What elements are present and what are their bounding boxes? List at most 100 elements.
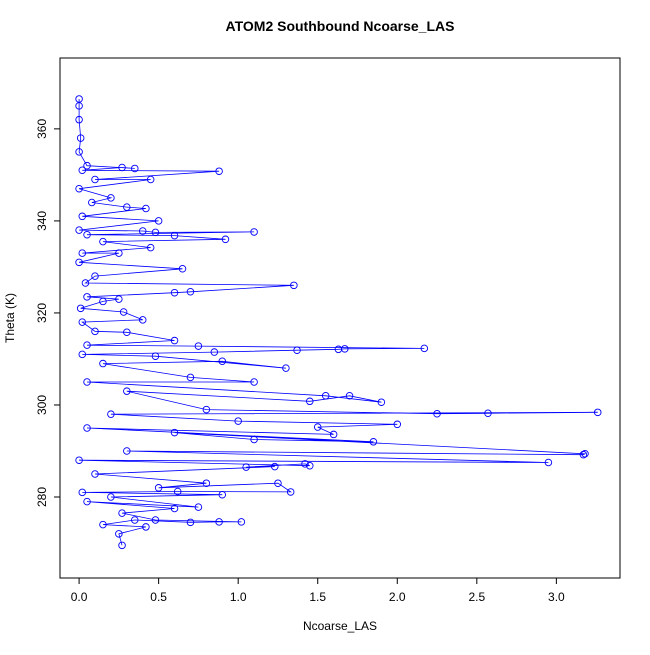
data-point	[393, 420, 402, 429]
data-point	[484, 409, 492, 418]
data-point	[99, 237, 107, 246]
data-point	[377, 398, 386, 406]
data-point	[118, 163, 126, 172]
data-point	[170, 336, 179, 345]
data-point	[218, 357, 227, 366]
data-point	[334, 345, 343, 354]
data-point	[250, 435, 258, 444]
data-point	[142, 204, 150, 213]
data-point	[186, 518, 195, 527]
data-point	[83, 230, 91, 239]
data-point	[581, 450, 589, 458]
data-point	[107, 493, 115, 501]
data-point	[282, 364, 290, 372]
data-point	[306, 397, 314, 406]
data-point	[91, 327, 99, 336]
data-point	[75, 148, 83, 156]
data-point	[78, 249, 87, 257]
data-point	[123, 328, 131, 337]
data-point	[115, 295, 123, 303]
data-point	[123, 203, 131, 211]
data-point	[146, 243, 155, 252]
data-point	[218, 490, 227, 499]
data-point	[170, 428, 179, 437]
data-point	[75, 456, 83, 464]
y-tick-label: 360	[35, 119, 49, 139]
data-point	[202, 479, 211, 487]
data-point	[202, 405, 211, 414]
data-point	[107, 410, 115, 418]
data-point	[234, 417, 242, 425]
data-point	[138, 316, 147, 324]
x-tick-label: 0.5	[150, 590, 167, 604]
data-point	[75, 102, 83, 110]
data-point	[131, 164, 139, 173]
x-tick-label: 0.0	[71, 590, 88, 604]
data-point	[83, 293, 91, 301]
data-point	[237, 518, 246, 526]
data-point	[151, 352, 160, 360]
x-tick-label: 3.0	[548, 590, 565, 604]
data-point	[123, 387, 131, 395]
data-point	[293, 346, 301, 354]
data-point	[99, 359, 107, 368]
data-point	[151, 228, 160, 237]
data-point	[215, 167, 223, 175]
data-point	[138, 227, 147, 235]
data-point	[210, 348, 219, 356]
y-tick-label: 300	[35, 395, 49, 415]
data-point	[131, 516, 139, 524]
data-point	[75, 115, 83, 124]
data-point	[250, 228, 258, 236]
data-point	[170, 504, 179, 513]
data-point	[78, 488, 87, 497]
data-point	[170, 288, 179, 297]
data-point	[274, 479, 282, 487]
data-point	[178, 265, 187, 273]
data-point	[83, 161, 91, 170]
x-tick-label: 2.0	[389, 590, 406, 604]
data-point	[88, 198, 96, 207]
data-point	[78, 166, 87, 175]
y-tick-label: 340	[35, 211, 49, 231]
data-point	[242, 463, 250, 471]
data-point	[194, 503, 203, 511]
data-point	[329, 430, 338, 439]
data-point	[75, 226, 83, 234]
data-point	[151, 516, 160, 524]
data-point	[115, 249, 123, 257]
data-point	[75, 184, 83, 193]
data-point	[78, 350, 87, 359]
data-point	[91, 470, 99, 478]
data-point	[99, 297, 107, 306]
data-point	[123, 447, 131, 455]
data-point	[544, 458, 553, 467]
data-point	[170, 231, 179, 240]
data-point	[119, 308, 128, 316]
data-point	[118, 541, 126, 550]
data-point	[107, 194, 115, 202]
data-line	[78, 99, 598, 546]
data-point	[306, 461, 314, 470]
data-point	[593, 408, 602, 417]
y-tick-label: 280	[35, 487, 49, 507]
data-point	[433, 409, 441, 418]
y-axis-label: Theta (K)	[3, 293, 17, 343]
data-point	[215, 518, 223, 526]
x-tick-label: 2.5	[468, 590, 485, 604]
chart-title: ATOM2 Southbound Ncoarse_LAS	[226, 18, 455, 34]
data-point	[83, 424, 91, 432]
data-point	[186, 373, 195, 382]
data-point	[154, 217, 163, 225]
data-point	[78, 212, 87, 221]
data-point	[313, 423, 322, 431]
data-point	[91, 175, 99, 184]
data-point	[173, 487, 182, 496]
data-point	[321, 392, 330, 400]
data-point	[186, 288, 195, 296]
data-point	[286, 488, 295, 496]
data-point	[194, 342, 203, 350]
data-point	[154, 484, 163, 492]
